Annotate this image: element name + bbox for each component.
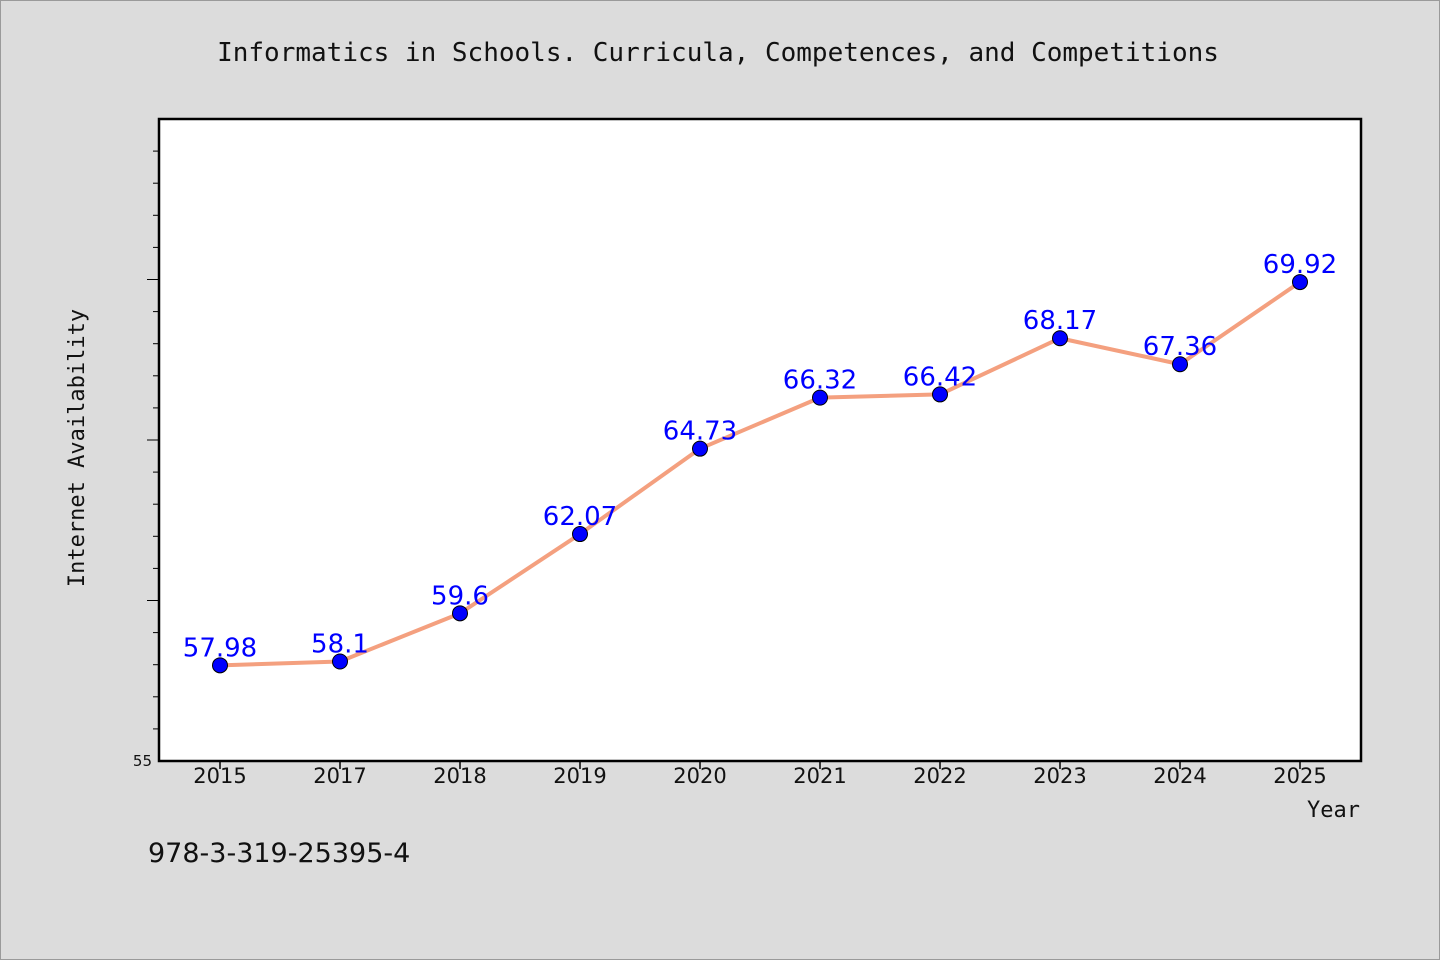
data-label: 64.73: [663, 417, 737, 447]
data-label: 66.42: [903, 362, 977, 392]
data-point: [1172, 356, 1188, 373]
data-label: 69.92: [1263, 250, 1337, 280]
x-axis-tick-labels: 2015 2017 2018 2019 2020 2021 2022 2023 2024 2025: [193, 764, 1326, 788]
x-tick-label: 2019: [553, 764, 606, 788]
data-label: 66.32: [783, 366, 857, 396]
y-axis-ticks: [147, 150, 159, 730]
series-markers: [212, 274, 1308, 674]
data-labels: 57.98 58.1 59.6 62.07 64.73 66.32 66.42 68.17 67…: [183, 250, 1337, 663]
series-line: [218, 280, 1302, 668]
data-point: [452, 605, 468, 622]
footer-isbn: 978-3-319-25395-4: [148, 838, 410, 869]
y-tick-label: 55: [133, 752, 152, 770]
data-point: [212, 657, 228, 674]
data-label: 57.98: [183, 633, 257, 663]
data-point: [572, 526, 588, 543]
y-axis-tick-labels: 55: [133, 752, 152, 770]
y-axis-label: Internet Availability: [65, 309, 90, 587]
data-label: 67.36: [1143, 332, 1217, 362]
chart-title: Informatics in Schools. Curricula, Compe…: [217, 38, 1219, 68]
data-point: [932, 386, 948, 403]
x-tick-label: 2023: [1033, 764, 1086, 788]
x-tick-label: 2018: [433, 764, 486, 788]
data-point: [812, 389, 828, 406]
x-axis-label: Year: [1307, 798, 1360, 823]
data-point: [332, 653, 348, 670]
data-label: 68.17: [1023, 306, 1097, 336]
x-tick-label: 2015: [193, 764, 246, 788]
data-label: 58.1: [311, 629, 369, 659]
x-axis-ticks: [219, 761, 1301, 769]
data-point: [692, 440, 708, 457]
data-point: [1292, 274, 1308, 291]
x-tick-label: 2025: [1273, 764, 1326, 788]
data-label: 59.6: [431, 581, 489, 611]
x-tick-label: 2017: [313, 764, 366, 788]
data-point: [1052, 330, 1068, 347]
x-tick-label: 2022: [913, 764, 966, 788]
x-tick-label: 2024: [1153, 764, 1206, 788]
x-tick-label: 2021: [793, 764, 846, 788]
data-label: 62.07: [543, 502, 617, 532]
x-tick-label: 2020: [673, 764, 726, 788]
